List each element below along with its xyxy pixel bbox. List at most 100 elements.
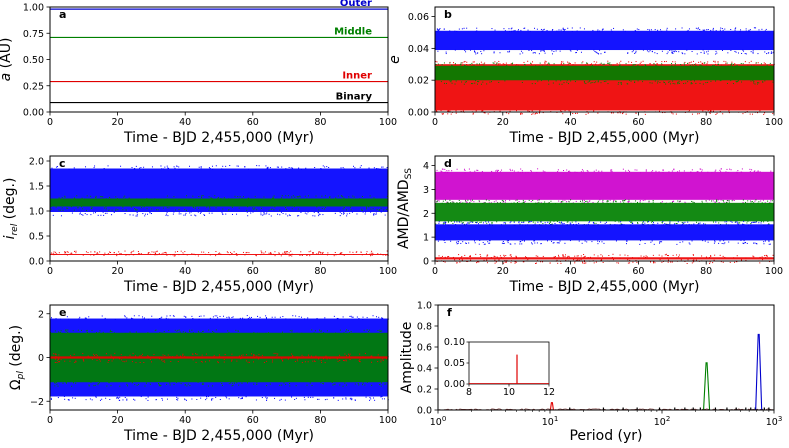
scatter-point <box>689 62 691 64</box>
scatter-point <box>757 62 759 64</box>
scatter-point <box>133 398 135 400</box>
scatter-point <box>268 332 270 334</box>
scatter-point <box>176 330 178 332</box>
scatter-point <box>58 209 60 211</box>
scatter-point <box>176 399 178 401</box>
scatter-point <box>321 330 323 332</box>
scatter-point <box>369 195 371 197</box>
scatter-point <box>201 354 203 356</box>
scatter-point <box>653 262 655 264</box>
scatter-point <box>752 50 754 52</box>
scatter-point <box>281 166 283 168</box>
scatter-point <box>538 53 540 55</box>
scatter-point <box>371 384 373 386</box>
scatter-point <box>178 211 180 213</box>
scatter-point <box>582 61 584 63</box>
scatter-point <box>691 64 693 66</box>
scatter-point <box>438 29 440 31</box>
scatter-point <box>716 200 718 202</box>
scatter-point <box>768 203 770 205</box>
scatter-point <box>755 243 757 245</box>
scatter-point <box>713 259 715 261</box>
scatter-point <box>699 29 701 31</box>
scatter-point <box>517 64 519 66</box>
scatter-point <box>472 64 474 66</box>
scatter-point <box>57 397 59 399</box>
scatter-point <box>521 202 523 204</box>
scatter-point <box>570 50 572 52</box>
scatter-point <box>274 397 276 399</box>
scatter-point <box>715 50 717 52</box>
scatter-point <box>753 242 755 244</box>
scatter-point <box>501 199 503 201</box>
scatter-point <box>324 317 326 319</box>
scatter-point <box>568 257 570 259</box>
scatter-point <box>513 224 515 226</box>
scatter-point <box>748 224 750 226</box>
scatter-point <box>231 317 233 319</box>
scatter-point <box>256 382 258 384</box>
scatter-point <box>514 262 516 264</box>
scatter-point <box>381 318 383 320</box>
scatter-point <box>737 242 739 244</box>
scatter-point <box>203 251 205 253</box>
scatter-point <box>737 223 739 225</box>
scatter-point <box>209 167 211 169</box>
scatter-point <box>634 30 636 32</box>
scatter-point <box>567 63 569 65</box>
scatter-point <box>636 28 638 30</box>
scatter-point <box>651 223 653 225</box>
scatter-point <box>216 315 218 317</box>
scatter-point <box>670 261 672 263</box>
scatter-point <box>289 254 291 256</box>
scatter-point <box>437 63 439 65</box>
scatter-point <box>629 170 631 172</box>
scatter-point <box>476 221 478 223</box>
scatter-point <box>210 398 212 400</box>
scatter-point <box>159 358 161 360</box>
scatter-point <box>580 255 582 257</box>
scatter-point <box>648 65 650 67</box>
scatter-point <box>353 196 355 198</box>
scatter-point <box>476 262 478 264</box>
scatter-point <box>74 362 76 364</box>
scatter-point <box>759 262 761 264</box>
scatter-point <box>621 113 623 115</box>
scatter-point <box>645 170 647 172</box>
scatter-point <box>211 165 213 167</box>
scatter-point <box>121 359 123 361</box>
scatter-point <box>658 171 660 173</box>
scatter-point <box>659 241 661 243</box>
scatter-point <box>69 253 71 255</box>
scatter-point <box>281 195 283 197</box>
scatter-point <box>301 362 303 364</box>
scatter-point <box>657 222 659 224</box>
scatter-point <box>131 382 133 384</box>
scatter-point <box>269 253 271 255</box>
scatter-point <box>703 51 705 53</box>
scatter-point <box>611 170 613 172</box>
scatter-point <box>66 207 68 209</box>
scatter-point <box>134 355 136 357</box>
scatter-point <box>373 212 375 214</box>
scatter-point <box>271 316 273 318</box>
scatter-point <box>322 358 324 360</box>
scatter-point <box>487 241 489 243</box>
scatter-point <box>131 361 133 363</box>
scatter-point <box>93 355 95 357</box>
legend-outer: Outer <box>340 0 372 9</box>
scatter-point <box>297 196 299 198</box>
inset-ytick-label: 0.05 <box>444 358 465 369</box>
scatter-point <box>438 29 440 31</box>
scatter-point <box>178 168 180 170</box>
scatter-point <box>459 261 461 263</box>
scatter-point <box>201 383 203 385</box>
scatter-point <box>151 251 153 253</box>
scatter-point <box>729 168 731 170</box>
scatter-point <box>475 53 477 55</box>
scatter-point <box>278 253 280 255</box>
scatter-point <box>213 355 215 357</box>
scatter-point <box>558 221 560 223</box>
scatter-point <box>613 27 615 29</box>
scatter-point <box>84 317 86 319</box>
